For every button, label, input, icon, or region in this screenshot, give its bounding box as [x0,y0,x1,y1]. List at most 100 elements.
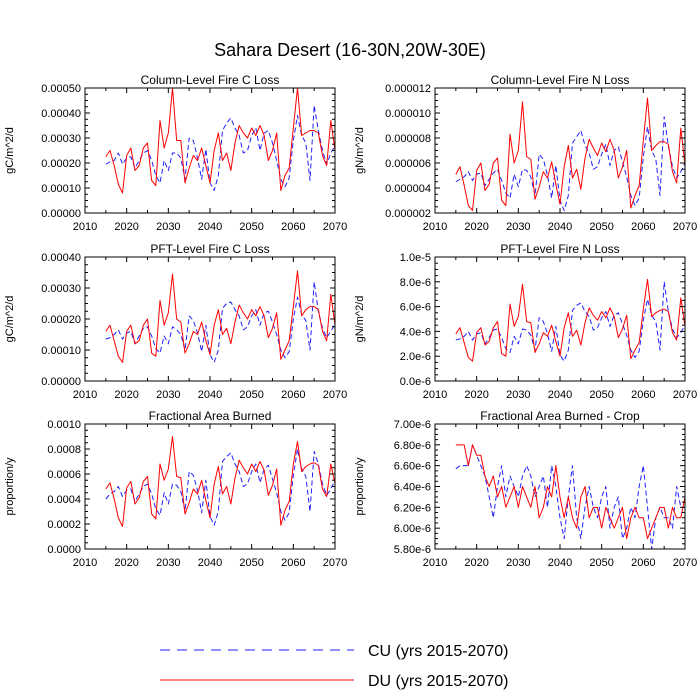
x-tick-label: 2030 [156,557,180,569]
x-tick-label: 2020 [114,221,138,233]
y-tick-label: 0.0002 [47,519,81,531]
series-group [105,88,335,194]
x-tick-label: 2030 [506,389,530,401]
y-tick-label: 0.00030 [41,283,81,295]
chart-panel-1: Column-Level Fire C Loss gC/m^2/d 2010 2020… [4,73,347,233]
legend: CU (yrs 2015-2070) DU (yrs 2015-2070) [160,643,509,690]
x-tick-label: 2060 [281,557,305,569]
y-tick-label: 6.00e-6 [394,523,431,535]
x-tick-label: 2010 [423,389,447,401]
x-tick-label: 2040 [548,557,572,569]
x-tick-label: 2010 [73,221,97,233]
x-tick-label: 2050 [239,557,263,569]
panel-title: Fractional Area Burned - Crop [480,409,640,423]
series-line-cu [455,444,685,549]
y-tick-label: 2.0e-6 [400,351,431,363]
y-tick-label: 0.0008 [47,444,81,456]
figure-title: Sahara Desert (16-30N,20W-30E) [214,40,486,60]
series-line-du [105,88,335,194]
x-tick-label: 2010 [73,389,97,401]
y-tick-label: 0.00050 [41,83,81,95]
series-line-cu [105,281,335,363]
x-tick-label: 2070 [323,557,347,569]
series-line-du [455,97,685,211]
y-tick-label: 0.000006 [385,158,431,170]
panels: Column-Level Fire C Loss gC/m^2/d 2010 2020… [4,73,697,569]
series-group [455,444,685,549]
series-line-cu [455,281,685,362]
y-tick-label: 0.000008 [385,133,431,145]
y-tick-label: 4.0e-6 [400,326,431,338]
series-group [455,97,685,211]
panel-title: Column-Level Fire N Loss [491,73,630,87]
x-tick-label: 2040 [548,221,572,233]
series-line-cu [105,105,335,191]
series-line-cu [105,448,335,526]
y-tick-label: 1.0e-5 [400,252,431,264]
series-group [455,278,685,362]
x-tick-label: 2070 [323,221,347,233]
series-line-du [105,270,335,363]
y-axis-label: gC/m^2/d [4,296,16,343]
y-tick-label: 0.0006 [47,469,81,481]
y-axis-label: proportion/y [354,457,366,516]
x-tick-label: 2030 [156,221,180,233]
x-tick-label: 2070 [673,389,697,401]
y-tick-label: 0.0000 [47,544,81,556]
x-tick-label: 2060 [631,557,655,569]
x-tick-label: 2020 [464,389,488,401]
series-group [105,436,335,527]
x-tick-label: 2020 [464,557,488,569]
y-axis-label: gC/m^2/d [4,127,16,174]
x-tick-label: 2030 [156,389,180,401]
chart-panel-2: Column-Level Fire N Loss gN/m^2/d 2010 2020… [354,73,697,233]
y-tick-label: 0.00010 [41,183,81,195]
series-line-cu [455,116,685,211]
x-tick-label: 2040 [548,389,572,401]
x-tick-label: 2020 [114,557,138,569]
y-axis-label: proportion/y [4,457,16,516]
y-tick-label: 0.00000 [41,376,81,388]
x-tick-label: 2070 [673,221,697,233]
series-line-du [455,444,685,540]
x-tick-label: 2040 [198,221,222,233]
series-line-du [455,278,685,362]
x-tick-label: 2060 [631,389,655,401]
x-tick-label: 2060 [631,221,655,233]
panel-title: PFT-Level Fire C Loss [150,242,269,256]
y-axis-label: gN/m^2/d [354,127,366,174]
x-tick-label: 2070 [323,389,347,401]
chart-panel-5: Fractional Area Burned proportion/y 2010 20… [4,409,347,569]
y-tick-label: 6.0e-6 [400,302,431,314]
y-tick-label: 6.60e-6 [394,461,431,473]
y-tick-label: 0.000002 [385,208,431,220]
y-tick-label: 5.80e-6 [394,544,431,556]
x-tick-label: 2060 [281,389,305,401]
legend-label-cu: CU (yrs 2015-2070) [368,643,509,660]
y-tick-label: 0.000004 [385,183,431,195]
legend-label-du: DU (yrs 2015-2070) [368,673,509,690]
series-group [105,270,335,363]
x-tick-label: 2050 [589,557,613,569]
x-tick-label: 2020 [114,389,138,401]
x-tick-label: 2050 [589,221,613,233]
chart-panel-3: PFT-Level Fire C Loss gC/m^2/d 2010 2020 203… [4,242,347,401]
x-tick-label: 2010 [73,557,97,569]
y-tick-label: 0.00030 [41,133,81,145]
y-tick-label: 0.0e-6 [400,376,431,388]
panel-title: Fractional Area Burned [149,409,272,423]
panel-title: PFT-Level Fire N Loss [500,242,619,256]
x-tick-label: 2020 [464,221,488,233]
x-tick-label: 2050 [239,389,263,401]
y-tick-label: 0.00020 [41,314,81,326]
y-tick-label: 6.40e-6 [394,482,431,494]
x-tick-label: 2040 [198,389,222,401]
series-line-du [105,436,335,527]
y-tick-label: 0.00000 [41,208,81,220]
y-tick-label: 6.20e-6 [394,502,431,514]
x-tick-label: 2070 [673,557,697,569]
y-tick-label: 0.00040 [41,108,81,120]
panel-title: Column-Level Fire C Loss [141,73,280,87]
x-tick-label: 2030 [506,221,530,233]
